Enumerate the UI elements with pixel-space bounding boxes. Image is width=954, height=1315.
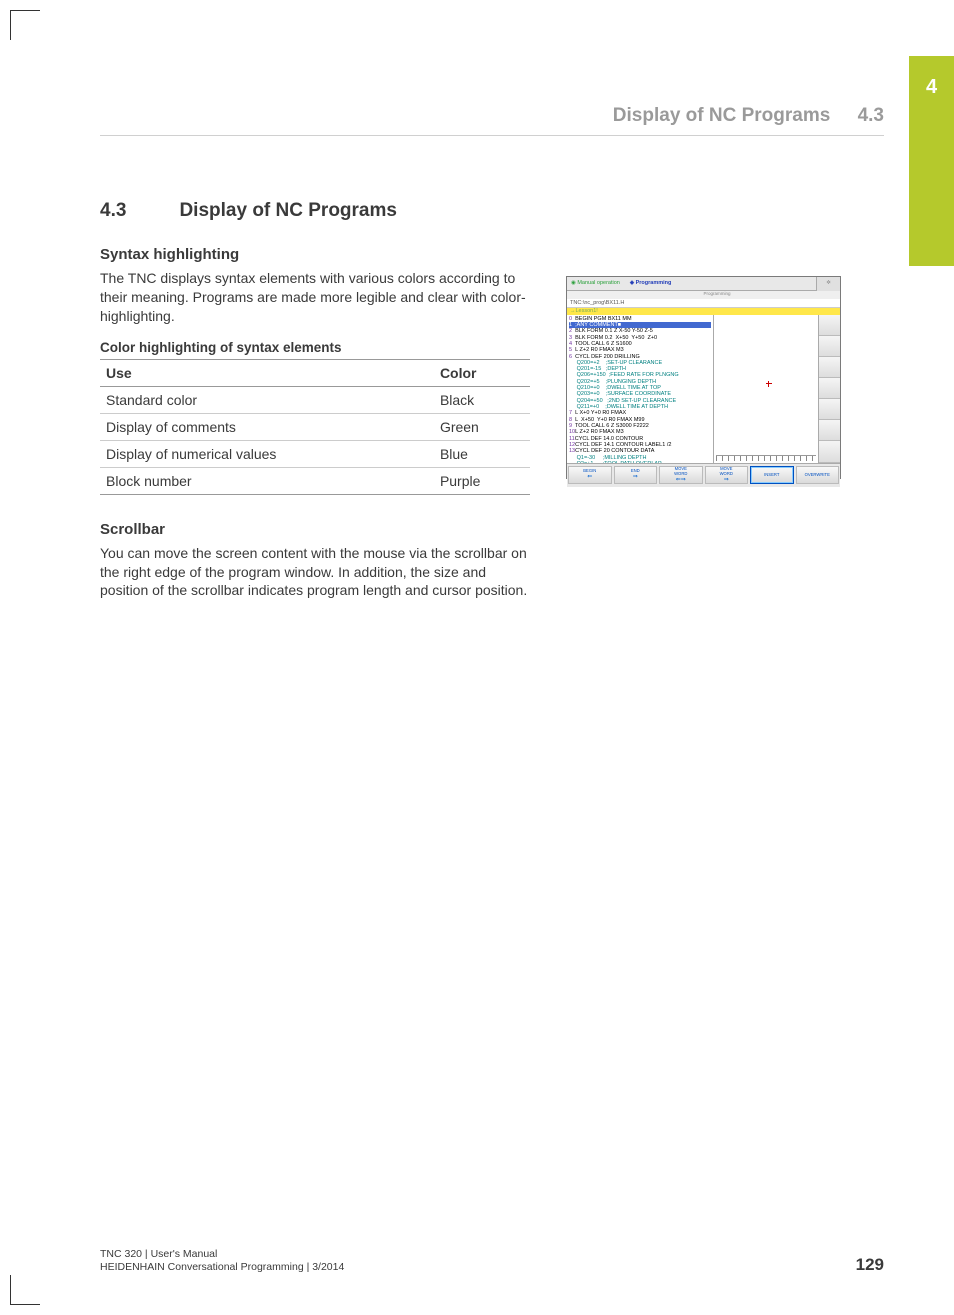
col-color: Color	[434, 359, 530, 386]
shot-code-pane: 0 BEGIN PGM BX11 MM1 ;ANY COMMENT■2 BLK …	[567, 315, 714, 463]
crosshair-icon	[766, 381, 772, 387]
softkey: MOVEWORD⇒	[705, 466, 749, 484]
scrollbar-heading: Scrollbar	[100, 521, 860, 538]
crop-mark-bl	[10, 1275, 40, 1305]
cell-use: Block number	[100, 467, 434, 494]
cell-color: Blue	[434, 440, 530, 467]
tnc-screenshot: ◉ Manual operation ◈ Programming ✲ Progr…	[566, 276, 841, 479]
table-row: Block numberPurple	[100, 467, 530, 494]
shot-subheader: Programming	[567, 291, 840, 299]
shot-graphics-pane	[714, 315, 818, 463]
table-row: Standard colorBlack	[100, 386, 530, 413]
footer-text: TNC 320 | User's Manual HEIDENHAIN Conve…	[100, 1248, 344, 1275]
shot-mode-b: ◈ Programming	[620, 280, 672, 286]
softkey: INSERT	[750, 466, 794, 484]
syntax-paragraph: The TNC displays syntax elements with va…	[100, 269, 530, 326]
table-row: Display of commentsGreen	[100, 413, 530, 440]
shot-ruler	[716, 455, 816, 461]
running-head-secnum: 4.3	[858, 105, 884, 126]
shot-path: TNC:\nc_prog\BX11.H	[567, 299, 840, 308]
table-row: Display of numerical valuesBlue	[100, 440, 530, 467]
page-footer: TNC 320 | User's Manual HEIDENHAIN Conve…	[100, 1248, 884, 1275]
running-head: Display of NC Programs 4.3	[100, 105, 884, 136]
chapter-side-tab: 4	[909, 56, 954, 266]
shot-header: ◉ Manual operation ◈ Programming ✲	[567, 277, 840, 291]
softkey: OVERWRITE	[796, 466, 840, 484]
running-head-title: Display of NC Programs	[613, 105, 831, 126]
cell-color: Purple	[434, 467, 530, 494]
section-number: 4.3	[100, 200, 175, 222]
softkey: BEGIN⇐	[568, 466, 612, 484]
scrollbar-paragraph: You can move the screen content with the…	[100, 544, 530, 601]
syntax-heading: Syntax highlighting	[100, 246, 860, 263]
chapter-number: 4	[909, 76, 954, 99]
cell-use: Standard color	[100, 386, 434, 413]
section-heading: 4.3 Display of NC Programs	[100, 200, 860, 222]
shot-mode-a: ◉ Manual operation	[567, 280, 620, 286]
cell-use: Display of comments	[100, 413, 434, 440]
col-use: Use	[100, 359, 434, 386]
softkey: MOVEWORD⇐⇒	[659, 466, 703, 484]
gear-icon: ✲	[816, 277, 840, 291]
cell-use: Display of numerical values	[100, 440, 434, 467]
section-title: Display of NC Programs	[179, 200, 397, 221]
shot-softkey-row: BEGIN⇐END⇒MOVEWORD⇐⇒MOVEWORD⇒INSERTOVERW…	[567, 463, 840, 487]
page-content: 4.3 Display of NC Programs Syntax highli…	[100, 200, 860, 614]
shot-side-buttons	[818, 315, 840, 463]
syntax-table: Use Color Standard colorBlackDisplay of …	[100, 359, 530, 495]
cell-color: Green	[434, 413, 530, 440]
cell-color: Black	[434, 386, 530, 413]
crop-mark-tl	[10, 10, 40, 40]
shot-body: 0 BEGIN PGM BX11 MM1 ;ANY COMMENT■2 BLK …	[567, 315, 840, 463]
softkey: END⇒	[614, 466, 658, 484]
page-number: 129	[856, 1255, 884, 1275]
